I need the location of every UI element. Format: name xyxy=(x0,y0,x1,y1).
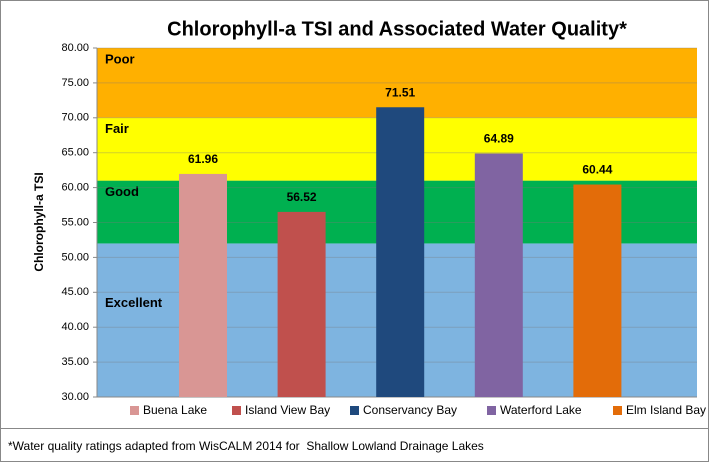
y-tick-label: 70.00 xyxy=(61,112,89,124)
y-tick-label: 55.00 xyxy=(61,216,89,228)
data-label: 71.51 xyxy=(385,85,415,99)
bar xyxy=(376,107,425,398)
data-label: 60.44 xyxy=(582,163,612,177)
data-label: 64.89 xyxy=(484,132,514,146)
y-tick-label: 80.00 xyxy=(61,42,89,54)
y-tick-label: 45.00 xyxy=(61,286,89,298)
bar xyxy=(179,173,227,397)
chart-title: Chlorophyll-a TSI and Associated Water Q… xyxy=(167,18,627,40)
y-tick-label: 60.00 xyxy=(61,182,89,194)
legend-label: Conservancy Bay xyxy=(363,403,457,417)
legend-swatch xyxy=(130,406,139,415)
bar xyxy=(277,211,326,397)
band-label: Fair xyxy=(105,121,129,136)
y-tick-label: 35.00 xyxy=(61,356,89,368)
legend-swatch xyxy=(350,406,359,415)
legend-label: Waterford Lake xyxy=(500,403,582,417)
quality-band xyxy=(97,48,697,118)
y-tick-label: 65.00 xyxy=(61,147,89,159)
legend-swatch xyxy=(613,406,622,415)
band-label: Poor xyxy=(105,51,135,66)
bar xyxy=(573,184,622,397)
legend-swatch xyxy=(232,406,241,415)
legend-swatch xyxy=(487,406,496,415)
band-label: Excellent xyxy=(105,295,163,310)
footnote: *Water quality ratings adapted from WisC… xyxy=(8,439,484,453)
legend-label: Buena Lake xyxy=(143,403,207,417)
legend-label: Elm Island Bay xyxy=(626,403,706,417)
y-tick-label: 30.00 xyxy=(61,391,89,403)
data-label: 56.52 xyxy=(287,190,317,204)
y-tick-label: 75.00 xyxy=(61,77,89,89)
data-label: 61.96 xyxy=(188,152,218,166)
y-axis-label: Chlorophyll-a TSI xyxy=(32,172,46,271)
y-tick-label: 40.00 xyxy=(61,321,89,333)
bar xyxy=(474,153,523,397)
legend-label: Island View Bay xyxy=(245,403,330,417)
y-tick-label: 50.00 xyxy=(61,251,89,263)
band-label: Good xyxy=(105,184,139,199)
